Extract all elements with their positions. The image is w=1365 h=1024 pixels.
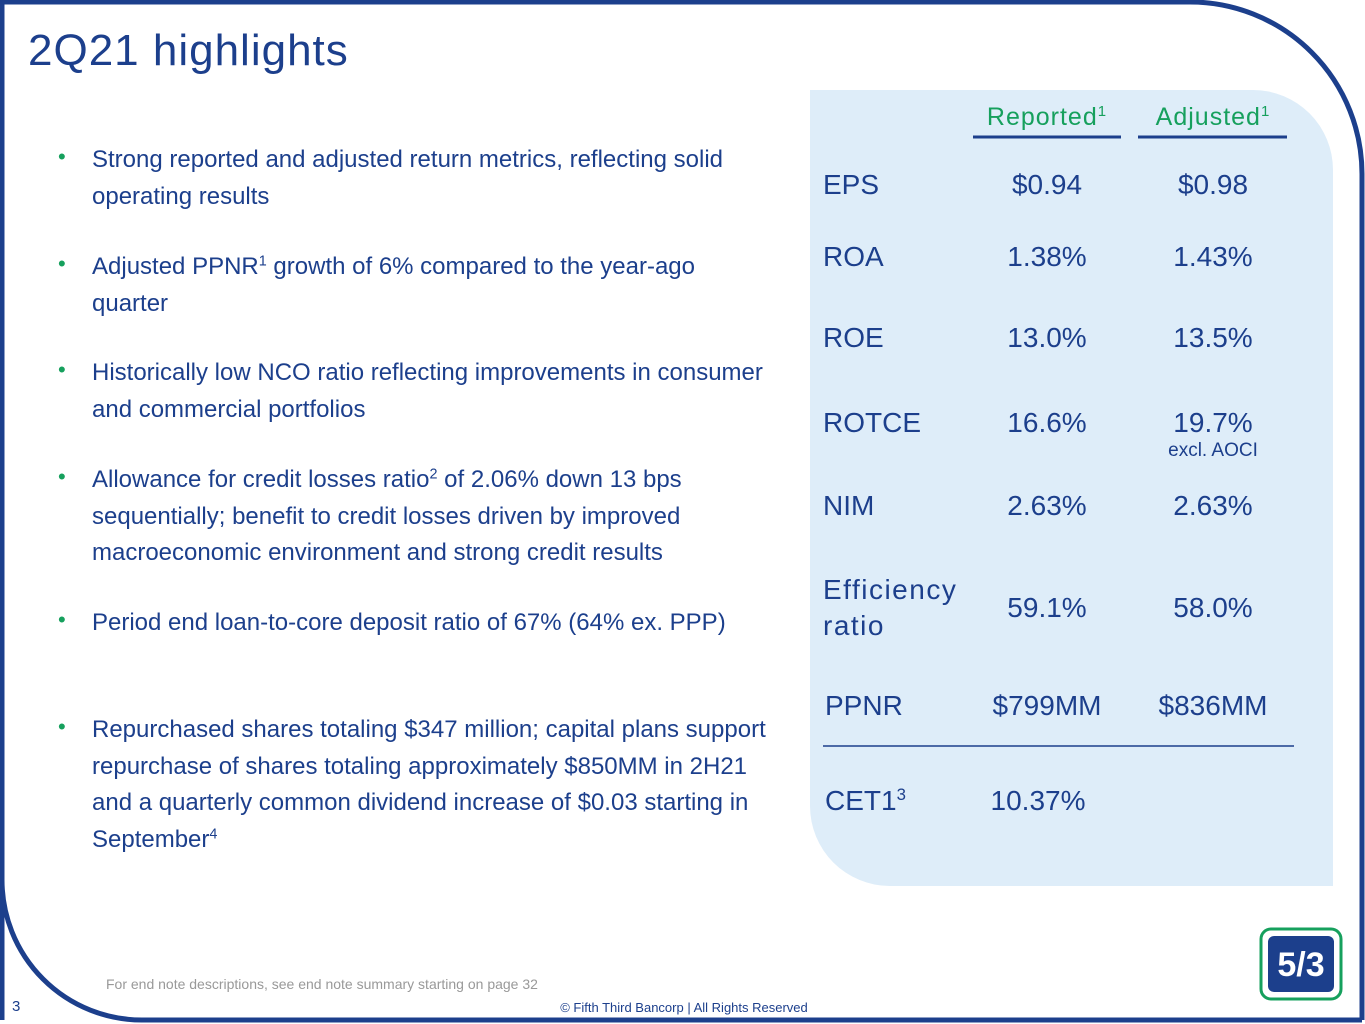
- column-header: Adjusted1: [1123, 103, 1303, 132]
- row-label: CET13: [825, 783, 906, 819]
- row-label: NIM: [823, 488, 874, 524]
- adjusted-value: $836MM: [1158, 690, 1268, 721]
- superscript: 1: [258, 253, 267, 270]
- logo: 5/3: [1259, 927, 1343, 1001]
- reported-value: 16.6%: [1007, 407, 1087, 438]
- superscript: 2: [429, 466, 438, 483]
- copyright: © Fifth Third Bancorp | All Rights Reser…: [560, 1000, 808, 1015]
- reported-value: 13.0%: [1007, 322, 1087, 353]
- row-label-text: EPS: [823, 169, 880, 200]
- adjusted-value: 19.7%: [1173, 407, 1253, 438]
- bullet-text: Allowance for credit losses ratio: [92, 466, 430, 493]
- superscript: 1: [1260, 103, 1271, 120]
- bullet-text: Period end loan-to-core deposit ratio of…: [92, 609, 726, 636]
- adjusted-value: 2.63%: [1173, 490, 1253, 521]
- reported-value: 1.38%: [1007, 241, 1087, 272]
- reported-value: 10.37%: [990, 785, 1086, 816]
- value-note: excl. AOCI: [1168, 440, 1258, 461]
- superscript: 3: [896, 784, 906, 804]
- reported-value: $0.94: [1011, 169, 1083, 200]
- bullet-dot: •: [58, 357, 66, 382]
- bullet: Allowance for credit losses ratio2 of 2.…: [92, 462, 772, 572]
- reported-value: 2.63%: [1007, 490, 1087, 521]
- adjusted-value: 58.0%: [1173, 592, 1253, 623]
- bullet: Historically low NCO ratio reflecting im…: [92, 355, 772, 428]
- page-number: 3: [12, 998, 21, 1015]
- row-label-text: Efficiency ratio: [823, 574, 958, 641]
- bullet-dot: •: [58, 607, 66, 632]
- row-label-text: CET1: [825, 785, 897, 816]
- endnote: For end note descriptions, see end note …: [106, 976, 538, 992]
- column-header-text: Reported: [986, 103, 1098, 131]
- bullet: Repurchased shares totaling $347 million…: [92, 712, 772, 858]
- bullet-dot: •: [58, 251, 66, 276]
- row-label-text: ROTCE: [823, 407, 921, 438]
- reported-value: $799MM: [992, 690, 1102, 721]
- row-label-text: ROE: [823, 322, 884, 353]
- row-label: ROA: [823, 239, 884, 275]
- bullet-dot: •: [58, 144, 66, 169]
- bullet-text: of 2.06% down 13 bps sequentially; benef…: [92, 466, 682, 566]
- superscript: 4: [209, 825, 218, 842]
- bullet-text: Historically low NCO ratio reflecting im…: [92, 359, 763, 423]
- superscript: 1: [1097, 103, 1108, 120]
- row-label: EPS: [823, 167, 879, 203]
- bullet-dot: •: [58, 714, 66, 739]
- row-label-text: NIM: [823, 490, 875, 521]
- column-header: Reported1: [957, 103, 1137, 132]
- row-label: ROE: [823, 320, 884, 356]
- bullet-text: Strong reported and adjusted return metr…: [92, 146, 723, 210]
- table-panel: [810, 90, 1333, 886]
- adjusted-value: 13.5%: [1173, 322, 1253, 353]
- bullet-text: Repurchased shares totaling $347 million…: [92, 716, 766, 853]
- bullet: Period end loan-to-core deposit ratio of…: [92, 605, 772, 642]
- bullet-dot: •: [58, 464, 66, 489]
- bullet: Adjusted PPNR1 growth of 6% compared to …: [92, 249, 772, 322]
- title: 2Q21 highlights: [28, 26, 349, 75]
- adjusted-value: 1.43%: [1173, 241, 1253, 272]
- border-bottom: [0, 879, 1362, 1023]
- bullet: Strong reported and adjusted return metr…: [92, 142, 772, 215]
- row-label: PPNR: [825, 688, 903, 724]
- row-label-text: PPNR: [825, 690, 903, 721]
- bullet-text: Adjusted PPNR: [92, 253, 259, 280]
- row-label: ROTCE: [823, 405, 921, 441]
- row-label-text: ROA: [823, 241, 884, 272]
- adjusted-value: $0.98: [1177, 169, 1249, 200]
- row-label: Efficiency ratio: [823, 572, 973, 644]
- reported-value: 59.1%: [1007, 592, 1087, 623]
- bullet-text: growth of 6% compared to the year-ago qu…: [92, 253, 696, 317]
- svg-text:5/3: 5/3: [1277, 946, 1324, 984]
- column-header-text: Adjusted: [1155, 103, 1261, 131]
